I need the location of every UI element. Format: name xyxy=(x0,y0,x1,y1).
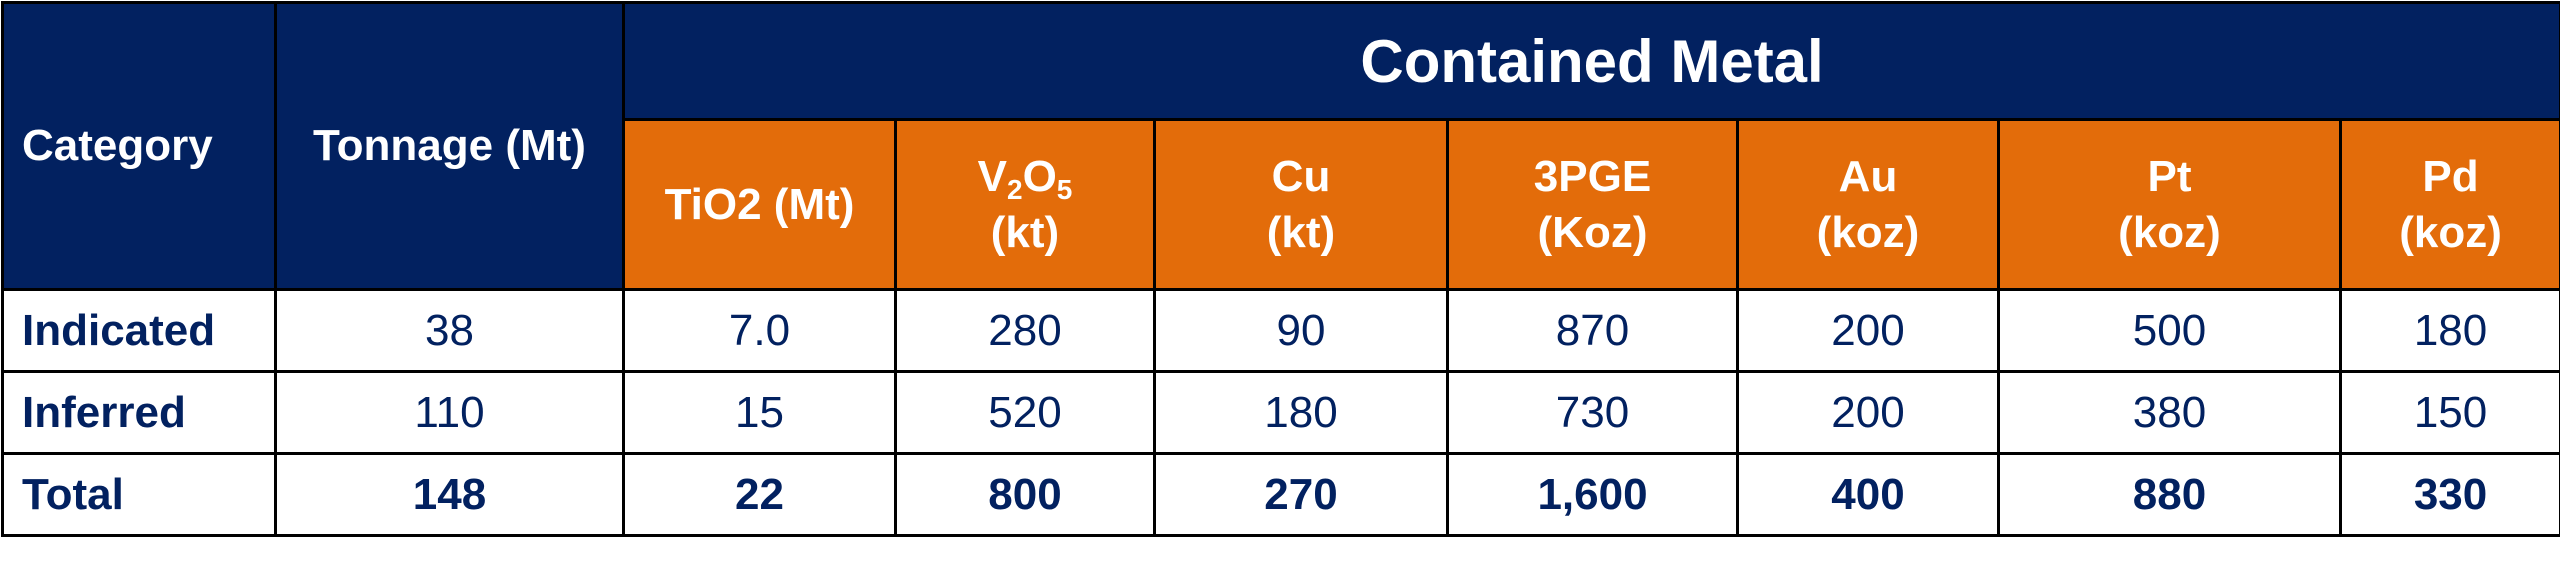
pt-cell: 500 xyxy=(1999,290,2341,372)
3pge-cell: 870 xyxy=(1448,290,1738,372)
row-label: Inferred xyxy=(3,372,276,454)
pt-cell: 380 xyxy=(1999,372,2341,454)
3pge-cell: 1,600 xyxy=(1448,454,1738,536)
au-cell: 200 xyxy=(1738,372,1999,454)
tio2-header: TiO2 (Mt) xyxy=(624,120,896,290)
pd-cell: 180 xyxy=(2341,290,2560,372)
cu-cell: 90 xyxy=(1155,290,1448,372)
3pge-cell: 730 xyxy=(1448,372,1738,454)
v2o5-header: V2O5 (kt) xyxy=(896,120,1155,290)
category-header: Category xyxy=(3,3,276,290)
pt-cell: 880 xyxy=(1999,454,2341,536)
au-cell: 200 xyxy=(1738,290,1999,372)
tonnage-cell: 110 xyxy=(276,372,624,454)
row-label: Total xyxy=(3,454,276,536)
au-cell: 400 xyxy=(1738,454,1999,536)
cu-cell: 180 xyxy=(1155,372,1448,454)
pd-cell: 150 xyxy=(2341,372,2560,454)
resource-table: Category Tonnage (Mt) Contained Metal Ti… xyxy=(1,1,2560,537)
pt-header: Pt (koz) xyxy=(1999,120,2341,290)
v2o5-cell: 520 xyxy=(896,372,1155,454)
tonnage-cell: 38 xyxy=(276,290,624,372)
contained-metal-header: Contained Metal xyxy=(624,3,2560,120)
table-row-inferred: Inferred 110 15 520 180 730 200 380 150 xyxy=(3,372,2560,454)
pd-header: Pd (koz) xyxy=(2341,120,2560,290)
tonnage-cell: 148 xyxy=(276,454,624,536)
tio2-cell: 15 xyxy=(624,372,896,454)
tio2-cell: 22 xyxy=(624,454,896,536)
tonnage-header: Tonnage (Mt) xyxy=(276,3,624,290)
cu-header: Cu (kt) xyxy=(1155,120,1448,290)
pd-cell: 330 xyxy=(2341,454,2560,536)
table-row-indicated: Indicated 38 7.0 280 90 870 200 500 180 xyxy=(3,290,2560,372)
au-header: Au (koz) xyxy=(1738,120,1999,290)
v2o5-unit: (kt) xyxy=(897,205,1153,261)
3pge-header: 3PGE (Koz) xyxy=(1448,120,1738,290)
table-row-total: Total 148 22 800 270 1,600 400 880 330 xyxy=(3,454,2560,536)
cu-cell: 270 xyxy=(1155,454,1448,536)
v2o5-formula: V2O5 xyxy=(897,149,1153,205)
v2o5-cell: 280 xyxy=(896,290,1155,372)
v2o5-cell: 800 xyxy=(896,454,1155,536)
tio2-cell: 7.0 xyxy=(624,290,896,372)
row-label: Indicated xyxy=(3,290,276,372)
header-row-1: Category Tonnage (Mt) Contained Metal xyxy=(3,3,2560,120)
